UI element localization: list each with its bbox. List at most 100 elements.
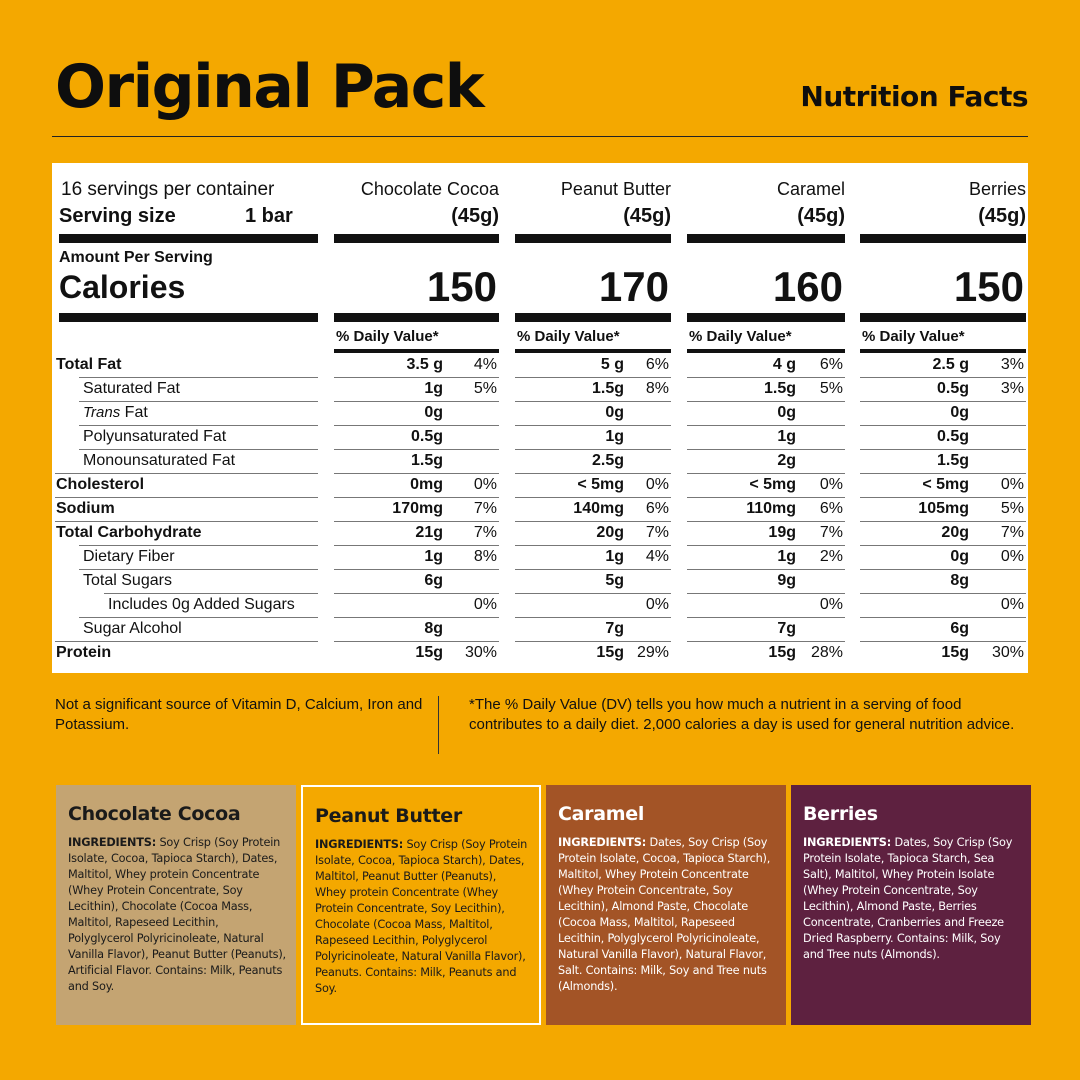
nutrient-label-cholesterol: Cholesterol (56, 476, 145, 493)
row-divider (515, 449, 671, 450)
nutrient-daily-value: 0% (473, 596, 497, 613)
nutrient-amount: 9g (777, 572, 796, 589)
nutrient-label-includes-0g-added-sugars: Includes 0g Added Sugars (108, 596, 295, 613)
row-divider (860, 401, 1026, 402)
ingredients-text: INGREDIENTS: Dates, Soy Crisp (Soy Prote… (558, 835, 776, 995)
ingredients-text: INGREDIENTS: Dates, Soy Crisp (Soy Prote… (803, 835, 1021, 963)
flavor-name: Chocolate Cocoa (360, 179, 499, 199)
nutrient-label-sodium: Sodium (56, 500, 115, 517)
nutrient-daily-value: 0% (473, 476, 497, 493)
daily-value-header: % Daily Value* (336, 328, 439, 345)
nutrient-amount: 15g (941, 644, 969, 661)
row-divider (334, 497, 499, 498)
ingredients-text: INGREDIENTS: Soy Crisp (Soy Protein Isol… (315, 837, 529, 997)
row-divider (79, 617, 318, 618)
row-divider (334, 545, 499, 546)
nutrient-daily-value: 28% (810, 644, 843, 661)
row-divider (687, 401, 845, 402)
daily-value-note: *The % Daily Value (DV) tells you how mu… (469, 696, 1015, 733)
row-divider (860, 593, 1026, 594)
nutrient-amount: 0.5g (936, 428, 969, 445)
flavor-serving-size: (45g) (978, 205, 1026, 227)
row-divider (860, 497, 1026, 498)
nutrient-amount: 5g (605, 572, 624, 589)
flavor-header-chocolate-cocoa: Chocolate Cocoa (45g) (334, 179, 499, 227)
flavor-name: Peanut Butter (560, 179, 671, 199)
nutrient-amount: 1.5g (936, 452, 969, 469)
nutrient-daily-value: 0% (1000, 596, 1024, 613)
row-divider (79, 569, 318, 570)
nutrient-label-dietary-fiber: Dietary Fiber (83, 548, 175, 565)
row-divider (55, 521, 318, 522)
row-divider (55, 497, 318, 498)
nutrient-amount: 2.5g (591, 452, 624, 469)
flavor-name: Berries (968, 179, 1026, 199)
nutrient-label-polyunsaturated-fat: Polyunsaturated Fat (83, 428, 227, 445)
label-col-calorie-bar (59, 313, 318, 322)
flavor-dv-bar (860, 349, 1026, 353)
nutrient-daily-value: 7% (473, 500, 497, 517)
ingredients-card-peanut-butter: Peanut Butter INGREDIENTS: Soy Crisp (Soy… (301, 785, 541, 1025)
nutrient-amount: 0g (424, 404, 443, 421)
nutrient-daily-value: 6% (819, 356, 843, 373)
row-divider (55, 641, 318, 642)
row-divider (860, 473, 1026, 474)
row-divider (860, 617, 1026, 618)
nutrient-amount: 6g (950, 620, 969, 637)
nutrient-label-total-sugars: Total Sugars (83, 572, 172, 589)
nutrient-amount: 0mg (410, 476, 443, 493)
flavor-top-bar (687, 234, 845, 243)
nutrient-label-protein: Protein (56, 644, 112, 661)
ingredients-list: Soy Crisp (Soy Protein Isolate, Cocoa, T… (315, 838, 528, 995)
nutrient-daily-value: 8% (473, 548, 497, 565)
nutrient-label-total-carbohydrate: Total Carbohydrate (56, 524, 202, 541)
row-divider (515, 569, 671, 570)
flavor-top-bar (515, 234, 671, 243)
row-divider (515, 521, 671, 522)
nutrient-amount: 0g (605, 404, 624, 421)
nutrient-amount: 8g (424, 620, 443, 637)
calories-value: 170 (598, 263, 669, 310)
daily-value-header: % Daily Value* (862, 328, 965, 345)
nutrient-amount: 0.5g (410, 428, 443, 445)
nutrient-amount: 6g (424, 572, 443, 589)
nutrient-amount: 3.5 g (406, 356, 443, 373)
row-divider (860, 641, 1026, 642)
nutrient-amount: 0.5g (936, 380, 969, 397)
row-divider (515, 377, 671, 378)
ingredients-card-chocolate-cocoa: Chocolate Cocoa INGREDIENTS: Soy Crisp (S… (56, 785, 296, 1025)
amount-per-serving-label: Amount Per Serving (59, 249, 213, 266)
row-divider (515, 641, 671, 642)
nutrition-facts-panel: 16 servings per container Serving size 1… (52, 163, 1028, 673)
nutrient-amount: 5 g (600, 356, 624, 373)
calories-value: 150 (953, 263, 1024, 310)
row-divider (334, 641, 499, 642)
row-divider (860, 545, 1026, 546)
flavor-header-peanut-butter: Peanut Butter (45g) (515, 179, 671, 227)
row-divider (687, 449, 845, 450)
ingredients-label: INGREDIENTS: (803, 836, 892, 849)
row-divider (334, 593, 499, 594)
ingredients-label: INGREDIENTS: (315, 838, 404, 851)
nutrient-amount: 8g (950, 572, 969, 589)
nutrient-daily-value: 2% (819, 548, 843, 565)
row-divider (687, 545, 845, 546)
nutrient-amount: 140mg (573, 500, 624, 517)
nutrient-amount: 1g (777, 548, 796, 565)
flavor-serving-size: (45g) (623, 205, 671, 227)
nutrient-amount: 1.5g (410, 452, 443, 469)
nutrient-amount: 21g (415, 524, 443, 541)
flavor-dv-bar (334, 349, 499, 353)
nutrient-amount: 105mg (918, 500, 969, 517)
nutrient-daily-value: 29% (636, 644, 669, 661)
row-divider (79, 545, 318, 546)
nutrient-amount: 0g (950, 548, 969, 565)
serving-size-value: 1 bar (245, 205, 293, 227)
nutrient-amount: 20g (596, 524, 624, 541)
footnote-divider (438, 696, 439, 754)
flavor-calorie-bar (860, 313, 1026, 322)
row-divider (687, 377, 845, 378)
nutrient-amount: 4 g (772, 356, 796, 373)
nutrient-daily-value: 30% (991, 644, 1024, 661)
flavor-header-caramel: Caramel (45g) (687, 179, 845, 227)
